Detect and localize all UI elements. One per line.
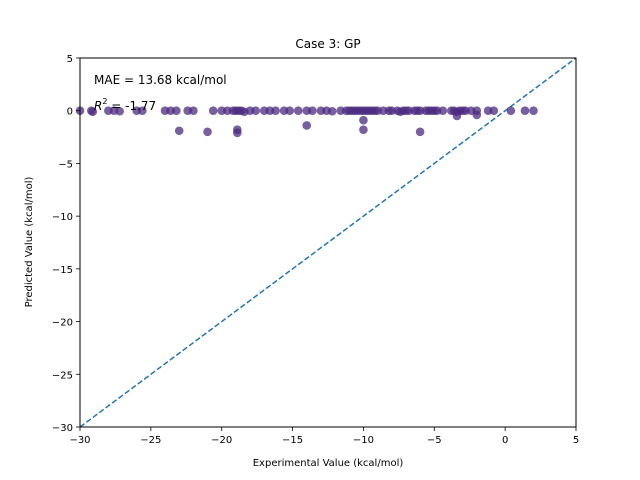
y-tick-label: −25 xyxy=(52,370,73,381)
x-tick-label: −15 xyxy=(282,435,303,446)
r2-value: = -1.77 xyxy=(107,99,156,113)
y-axis-label: Predicted Value (kcal/mol) xyxy=(24,177,35,308)
data-point xyxy=(520,106,530,116)
axis-ticks: −30 −25 −20 −15 −10 −5 0 5 −30 −25 −20 −15 −10 −5 0 5 xyxy=(52,54,579,446)
data-point xyxy=(172,106,181,116)
y-tick-label: 5 xyxy=(67,54,73,65)
y-tick-label: −10 xyxy=(52,212,73,223)
plot-area xyxy=(75,57,577,428)
data-point xyxy=(506,106,516,116)
data-point xyxy=(233,128,242,138)
data-point xyxy=(88,107,98,117)
data-point xyxy=(415,127,425,137)
reference-line xyxy=(79,57,577,428)
x-axis-label: Experimental Value (kcal/mol) xyxy=(253,458,404,469)
data-point xyxy=(251,106,261,116)
data-point xyxy=(529,106,538,116)
x-tick-label: −25 xyxy=(140,435,161,446)
plot-frame xyxy=(79,57,577,428)
data-point xyxy=(483,106,493,116)
r2-symbol: R xyxy=(94,99,102,113)
y-tick-label: 0 xyxy=(67,107,73,118)
x-tick-label: −5 xyxy=(427,435,442,446)
x-tick-label: −30 xyxy=(69,435,90,446)
data-point xyxy=(359,115,368,125)
x-tick-label: 0 xyxy=(502,435,508,446)
x-tick-label: −20 xyxy=(211,435,232,446)
r2-annotation: R2 = -1.77 xyxy=(94,97,156,113)
data-point xyxy=(271,106,280,116)
data-point xyxy=(359,125,368,134)
data-point xyxy=(174,126,184,136)
data-point xyxy=(285,106,295,116)
chart-title: Case 3: GP xyxy=(295,37,360,51)
y-tick-label: −30 xyxy=(52,423,73,434)
x-tick-label: −10 xyxy=(353,435,374,446)
data-point xyxy=(302,121,312,130)
x-tick-label: 5 xyxy=(573,435,579,446)
data-point xyxy=(189,106,198,116)
data-point xyxy=(115,106,124,116)
y-tick-label: −20 xyxy=(52,318,73,329)
data-point xyxy=(438,106,448,116)
data-point xyxy=(203,127,212,137)
data-point xyxy=(472,110,482,120)
r2-exponent: 2 xyxy=(102,97,107,106)
mae-annotation: MAE = 13.68 kcal/mol xyxy=(94,73,227,87)
data-point xyxy=(293,106,303,116)
y-tick-label: −15 xyxy=(52,265,73,276)
y-tick-label: −5 xyxy=(58,159,73,170)
data-point xyxy=(327,106,337,116)
data-point xyxy=(138,106,147,116)
data-point xyxy=(452,111,462,121)
data-point xyxy=(208,106,218,116)
data-point xyxy=(308,106,317,116)
